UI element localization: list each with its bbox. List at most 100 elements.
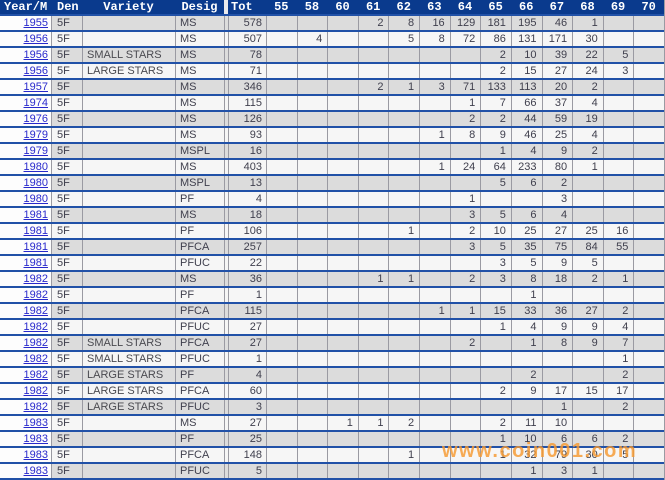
year-link[interactable]: 1982 (23, 304, 48, 317)
count-cell: 5 (572, 256, 603, 270)
variety-cell (82, 432, 175, 446)
gap-cell (224, 448, 228, 462)
count-cell (296, 448, 328, 462)
count-cell (388, 432, 420, 446)
year-link[interactable]: 1982 (23, 352, 48, 365)
year-link[interactable]: 1974 (23, 96, 48, 109)
year-link[interactable]: 1955 (23, 16, 48, 29)
year-link[interactable]: 1982 (23, 320, 48, 333)
count-cell (266, 320, 297, 334)
count-cell (357, 320, 389, 334)
column-header-67: 67 (549, 0, 565, 14)
count-cell: 18 (541, 272, 573, 286)
count-cell: 4 (572, 128, 603, 142)
year-link[interactable]: 1983 (23, 448, 48, 461)
count-cell (602, 144, 634, 158)
year-cell: 1982 (0, 368, 51, 382)
desig-cell: PFCA (175, 336, 224, 350)
year-link[interactable]: 1980 (23, 160, 48, 173)
year-link[interactable]: 1981 (23, 224, 48, 237)
count-cell: 16 (419, 16, 450, 30)
count-cell (633, 288, 664, 302)
year-link[interactable]: 1981 (23, 240, 48, 253)
variety-cell (82, 128, 175, 142)
count-cell (602, 464, 634, 478)
count-cell (296, 400, 328, 414)
count-cell (327, 448, 358, 462)
count-cell: 10 (510, 48, 542, 62)
count-cell (296, 160, 328, 174)
year-link[interactable]: 1983 (23, 416, 48, 429)
count-cell (419, 112, 450, 126)
gap-cell (224, 192, 228, 206)
count-cell: 17 (602, 384, 634, 398)
gap-cell (224, 96, 228, 110)
variety-cell (82, 256, 175, 270)
count-cell (266, 448, 297, 462)
year-link[interactable]: 1983 (23, 432, 48, 445)
column-header-66: 66 (519, 0, 534, 14)
count-cell (633, 240, 664, 254)
count-cell (388, 288, 420, 302)
count-cell (419, 192, 450, 206)
year-cell: 1982 (0, 304, 51, 318)
gap-cell (224, 384, 228, 398)
count-cell (419, 224, 450, 238)
year-link[interactable]: 1981 (23, 256, 48, 269)
count-cell: 2 (602, 304, 634, 318)
column-header-den: Den (57, 0, 79, 14)
count-cell (602, 80, 634, 94)
count-cell (449, 400, 481, 414)
count-cell (572, 208, 603, 222)
year-link[interactable]: 1956 (23, 64, 48, 77)
count-cell: 20 (541, 80, 573, 94)
count-cell: 1 (541, 400, 573, 414)
count-cell (449, 448, 481, 462)
year-link[interactable]: 1981 (23, 208, 48, 221)
count-cell (327, 144, 358, 158)
year-link[interactable]: 1979 (23, 128, 48, 141)
year-link[interactable]: 1982 (23, 384, 48, 397)
desig-cell: MS (175, 112, 224, 126)
gap-cell (224, 432, 228, 446)
count-cell: 1 (388, 80, 420, 94)
year-link[interactable]: 1956 (23, 32, 48, 45)
gap-cell (224, 352, 228, 366)
count-cell (357, 288, 389, 302)
year-cell: 1956 (0, 48, 51, 62)
den-cell: 5F (51, 336, 82, 350)
count-cell: 1 (480, 144, 511, 158)
year-link[interactable]: 1982 (23, 368, 48, 381)
count-cell: 5 (480, 208, 511, 222)
year-link[interactable]: 1982 (23, 400, 48, 413)
year-link[interactable]: 1956 (23, 48, 48, 61)
count-cell: 19 (572, 112, 603, 126)
year-link[interactable]: 1980 (23, 176, 48, 189)
year-link[interactable]: 1982 (23, 288, 48, 301)
desig-cell: PF (175, 432, 224, 446)
count-cell: 1 (602, 272, 634, 286)
count-cell (296, 336, 328, 350)
year-link[interactable]: 1982 (23, 272, 48, 285)
variety-cell (82, 80, 175, 94)
count-cell (633, 336, 664, 350)
year-link[interactable]: 1982 (23, 336, 48, 349)
count-cell (449, 256, 481, 270)
count-cell: 195 (510, 16, 542, 30)
year-link[interactable]: 1957 (23, 80, 48, 93)
tot-cell: 106 (228, 224, 266, 238)
count-cell: 2 (357, 16, 389, 30)
count-cell: 15 (572, 384, 603, 398)
year-link[interactable]: 1979 (23, 144, 48, 157)
count-cell: 4 (510, 320, 542, 334)
den-cell: 5F (51, 448, 82, 462)
column-header-62: 62 (396, 0, 411, 14)
year-link[interactable]: 1976 (23, 112, 48, 125)
count-cell (388, 176, 420, 190)
year-link[interactable]: 1983 (23, 464, 48, 477)
year-link[interactable]: 1980 (23, 192, 48, 205)
count-cell (357, 240, 389, 254)
count-cell (388, 304, 420, 318)
count-cell (602, 208, 634, 222)
variety-cell (82, 320, 175, 334)
